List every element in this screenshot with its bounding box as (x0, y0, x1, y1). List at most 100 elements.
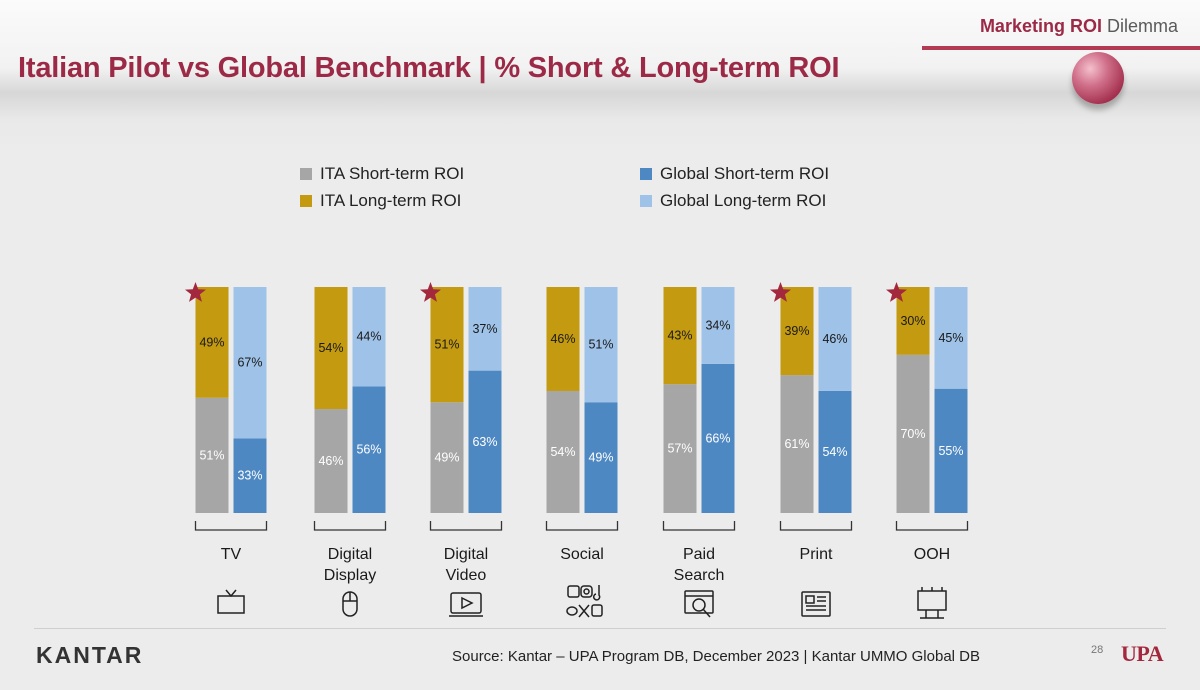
bar-ita-short-digital-video (430, 402, 464, 513)
star-icon-ooh (886, 282, 907, 302)
billboard-icon (917, 587, 947, 619)
source-note: Source: Kantar – UPA Program DB, Decembe… (452, 648, 981, 665)
category-label-paid-search-line0: Paid (683, 546, 715, 563)
page-title: Italian Pilot vs Global Benchmark | % Sh… (18, 52, 840, 84)
bar-ita-long-ooh (896, 287, 930, 355)
data-label-ita-long-ooh: 30% (900, 314, 925, 328)
bracket-paid-search (662, 521, 736, 531)
data-label-global-short-digital-video: 63% (472, 435, 497, 449)
tagline-bold: Marketing ROI (979, 16, 1102, 36)
data-label-ita-short-digital-video: 49% (434, 451, 459, 465)
data-label-global-short-paid-search: 66% (705, 431, 730, 445)
star-icon-tv (185, 282, 206, 302)
category-label-digital-display-line0: Digital (328, 546, 372, 563)
legend-item-global-short: Global Short-term ROI (640, 164, 829, 184)
category-label-digital-video-line0: Digital (444, 546, 488, 563)
bar-ita-short-digital-display (314, 409, 348, 513)
category-label-digital-display-line1: Display (324, 567, 376, 584)
star-icon-print (770, 282, 791, 302)
sphere-decoration (1072, 52, 1124, 104)
data-label-ita-long-social: 46% (550, 332, 575, 346)
bar-global-long-ooh (934, 287, 968, 389)
bar-global-short-ooh (934, 388, 968, 513)
legend-label-global-short: Global Short-term ROI (660, 164, 830, 183)
bar-ita-short-ooh (896, 354, 930, 513)
bar-ita-long-print (780, 287, 814, 376)
page-number: 28 (1091, 644, 1104, 656)
bar-global-long-social (584, 287, 618, 403)
bar-ita-short-paid-search (663, 384, 697, 513)
data-label-global-short-social: 49% (588, 451, 613, 465)
bar-global-short-digital-display (352, 386, 386, 513)
footer-divider (34, 628, 1166, 629)
bar-ita-long-digital-video (430, 287, 464, 403)
data-label-global-short-tv: 33% (237, 469, 262, 483)
data-label-global-long-digital-display: 44% (356, 330, 381, 344)
legend-label-ita-long: ITA Long-term ROI (320, 191, 462, 210)
newspaper-icon (801, 591, 831, 617)
mouse-icon (342, 591, 358, 617)
data-label-ita-long-paid-search: 43% (667, 329, 692, 343)
bar-global-short-print (818, 390, 852, 513)
data-label-ita-short-tv: 51% (199, 448, 224, 462)
bar-global-long-digital-display (352, 287, 386, 387)
data-label-global-long-ooh: 45% (938, 331, 963, 345)
bracket-print (779, 521, 853, 531)
data-label-ita-short-digital-display: 46% (318, 454, 343, 468)
bar-global-long-tv (233, 287, 267, 439)
category-label-social-line0: Social (560, 546, 604, 563)
tagline-rest: Dilemma (1106, 16, 1178, 36)
bar-global-long-print (818, 287, 852, 391)
data-label-ita-long-digital-display: 54% (318, 341, 343, 355)
data-label-ita-short-print: 61% (784, 437, 809, 451)
legend-item-ita-long: ITA Long-term ROI (300, 191, 461, 211)
data-label-ita-short-ooh: 70% (900, 427, 925, 441)
data-label-ita-long-digital-video: 51% (434, 338, 459, 352)
social-logos-icon (566, 585, 603, 618)
bar-ita-long-social (546, 287, 580, 391)
category-label-ooh-line0: OOH (914, 546, 950, 563)
data-label-global-long-digital-video: 37% (472, 322, 497, 336)
bar-ita-long-paid-search (663, 287, 697, 385)
tv-icon (217, 589, 245, 614)
legend-swatch-ita-short (300, 168, 312, 180)
data-label-ita-short-paid-search: 57% (667, 442, 692, 456)
data-label-global-long-paid-search: 34% (705, 318, 730, 332)
bracket-digital-video (429, 521, 503, 531)
data-label-ita-short-social: 54% (550, 445, 575, 459)
bar-ita-long-tv (195, 287, 229, 398)
bar-global-long-paid-search (701, 287, 735, 364)
header-rule (922, 46, 1200, 50)
bracket-ooh (895, 521, 969, 531)
data-label-global-long-print: 46% (822, 332, 847, 346)
bracket-tv (194, 521, 268, 531)
category-label-paid-search-line1: Search (674, 567, 725, 584)
video-player-icon (449, 592, 483, 617)
data-label-ita-long-tv: 49% (199, 335, 224, 349)
bracket-social (545, 521, 619, 531)
search-ad-icon (684, 590, 714, 618)
data-label-global-short-digital-display: 56% (356, 443, 381, 457)
bracket-digital-display (313, 521, 387, 531)
data-label-ita-long-print: 39% (784, 324, 809, 338)
legend-item-ita-short: ITA Short-term ROI (300, 164, 464, 184)
legend-item-global-long: Global Long-term ROI (640, 191, 826, 211)
bar-global-short-paid-search (701, 363, 735, 513)
bar-global-short-social (584, 402, 618, 513)
data-label-global-short-ooh: 55% (938, 444, 963, 458)
bar-global-short-tv (233, 438, 267, 513)
kantar-logo: KANTAR (36, 642, 144, 668)
bar-ita-short-print (780, 375, 814, 513)
bar-ita-short-social (546, 390, 580, 513)
tagline: Marketing ROI Dilemma (980, 16, 1178, 37)
star-icon-digital-video (420, 282, 441, 302)
legend-label-global-long: Global Long-term ROI (660, 191, 827, 210)
bar-global-long-digital-video (468, 287, 502, 371)
upa-logo: UPA (1121, 641, 1164, 666)
data-label-global-long-tv: 67% (237, 356, 262, 370)
data-label-global-long-social: 51% (588, 338, 613, 352)
category-label-print-line0: Print (800, 546, 833, 563)
header-band (0, 0, 1200, 150)
legend-swatch-global-short (640, 168, 652, 180)
